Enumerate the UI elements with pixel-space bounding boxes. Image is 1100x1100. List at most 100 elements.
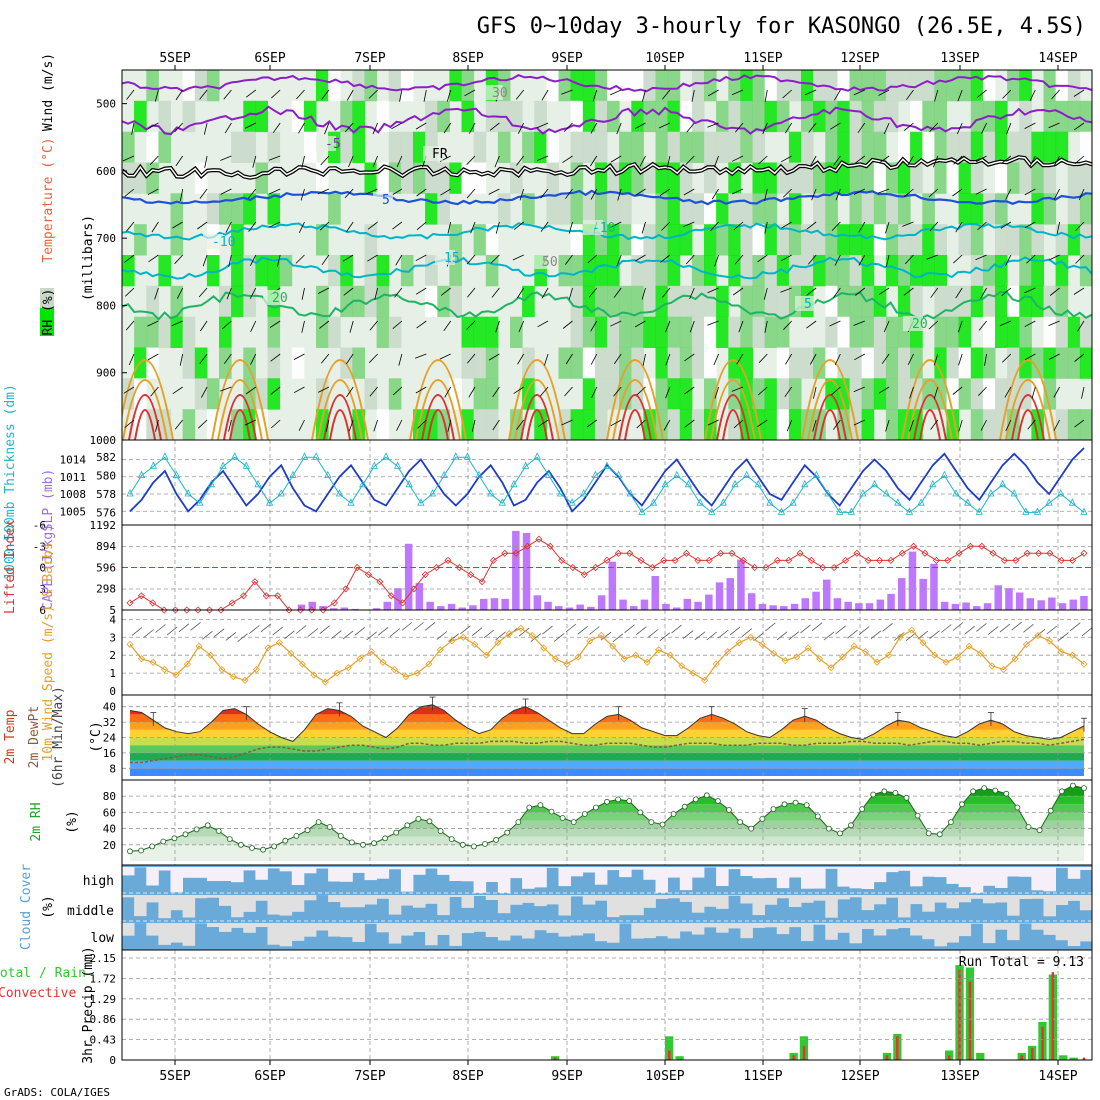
wind-barb bbox=[981, 122, 987, 134]
contour-label-bg bbox=[903, 316, 923, 331]
thickness-point bbox=[1068, 498, 1077, 506]
cloud-cell bbox=[934, 923, 947, 947]
wind-speed-point bbox=[195, 642, 203, 650]
wind-barb bbox=[416, 320, 427, 329]
rh-cell bbox=[740, 193, 753, 225]
cape-bar bbox=[758, 603, 767, 610]
rh-cell bbox=[910, 162, 923, 194]
cloud-cell bbox=[679, 895, 693, 902]
wind-barb bbox=[661, 221, 671, 231]
wind-barb bbox=[1001, 155, 1012, 164]
wind-barb bbox=[563, 122, 573, 132]
wind-barb bbox=[808, 122, 817, 133]
rh-cell bbox=[643, 100, 656, 133]
temp-contour-5 bbox=[122, 189, 1092, 206]
rh-cell bbox=[485, 409, 499, 441]
rh-cell bbox=[643, 316, 656, 348]
lifted-index-point bbox=[285, 606, 293, 614]
rh-cell bbox=[704, 162, 717, 194]
temp-band bbox=[130, 722, 1084, 730]
rh-cell bbox=[825, 224, 838, 256]
cape-tick-label: 298 bbox=[96, 583, 116, 596]
wind-speed-point bbox=[517, 624, 525, 632]
thickness-tick-label: 578 bbox=[96, 488, 116, 501]
wind-barb bbox=[471, 419, 476, 432]
contour-label: -10 bbox=[212, 235, 235, 250]
rh-cell bbox=[158, 131, 171, 163]
wind-speed-point bbox=[482, 651, 490, 659]
surface-wind-barb bbox=[143, 629, 154, 638]
rh-point bbox=[1070, 782, 1076, 789]
wind-barb bbox=[685, 155, 695, 165]
rh-cell bbox=[776, 378, 790, 410]
rh-cell bbox=[691, 70, 705, 102]
lifted-index-point bbox=[433, 563, 441, 572]
rh-cell bbox=[1079, 255, 1092, 287]
rh-point bbox=[703, 792, 710, 799]
lifted-index-point bbox=[1080, 549, 1088, 557]
wind-speed-point bbox=[333, 669, 341, 677]
wind-tick-label: 0 bbox=[109, 685, 116, 698]
rh-cell bbox=[934, 162, 947, 194]
wind-barb bbox=[978, 386, 987, 396]
precip-tick-label: 0.86 bbox=[90, 1013, 117, 1026]
cape-bar bbox=[555, 606, 563, 610]
rh-cell bbox=[667, 347, 681, 379]
rh-point bbox=[1003, 790, 1010, 797]
wind-barb bbox=[1053, 188, 1060, 200]
temperature-label: Temperature (°C) bbox=[41, 137, 56, 262]
wind-barb bbox=[853, 386, 865, 393]
rh-cell bbox=[667, 193, 681, 225]
wind-barb bbox=[488, 188, 500, 195]
rh-cell bbox=[788, 255, 802, 287]
wind-barb bbox=[786, 419, 793, 432]
cloud-cell bbox=[946, 867, 959, 884]
rh-legend-swatch bbox=[40, 288, 54, 308]
wind-barb bbox=[684, 353, 695, 362]
rh-cell bbox=[752, 193, 766, 225]
rh-cell bbox=[255, 162, 268, 194]
rh-cell bbox=[1079, 193, 1092, 225]
temp-band bbox=[130, 737, 1084, 746]
rh-cell bbox=[182, 347, 196, 379]
wind-barb bbox=[907, 353, 914, 365]
date-label-top: 6SEP bbox=[254, 51, 285, 66]
rh-cell bbox=[582, 131, 596, 163]
surface-wind-barb bbox=[729, 626, 741, 636]
wind-barb bbox=[512, 254, 524, 261]
rh-cell bbox=[182, 409, 196, 441]
rh-cell bbox=[376, 255, 390, 287]
rh-cell bbox=[619, 193, 632, 225]
cloud-cell bbox=[861, 923, 875, 929]
wind-barb bbox=[957, 89, 963, 102]
rh-cell bbox=[1067, 100, 1081, 133]
rh-cell bbox=[594, 285, 608, 318]
rh-cell bbox=[1007, 285, 1020, 318]
cloud-cell bbox=[303, 895, 317, 901]
rh-cell bbox=[970, 131, 984, 163]
rh-cell bbox=[667, 316, 681, 348]
cape-bar bbox=[394, 588, 402, 610]
cape-bar bbox=[319, 606, 327, 610]
cloud-cell bbox=[873, 867, 887, 883]
rh-cell bbox=[631, 70, 644, 102]
rh-cell bbox=[1043, 131, 1057, 163]
wind-speed-point bbox=[1011, 655, 1019, 663]
lifted-index-point bbox=[671, 556, 679, 564]
rh-cell bbox=[582, 193, 596, 225]
wind-barb bbox=[780, 287, 792, 293]
cloud-cell bbox=[1067, 923, 1081, 946]
rh-cell bbox=[801, 131, 814, 163]
wind-barb bbox=[855, 287, 866, 296]
cloud-cell bbox=[776, 923, 790, 935]
wind-barb bbox=[590, 122, 598, 134]
warm-contour bbox=[618, 394, 652, 441]
wind-barb bbox=[758, 155, 768, 165]
rh-point bbox=[1014, 804, 1021, 811]
rh-cell bbox=[510, 316, 523, 348]
cloud-cell bbox=[934, 895, 947, 903]
rh-cell bbox=[716, 131, 729, 163]
rh-cell bbox=[158, 100, 171, 133]
cloud-cell bbox=[582, 867, 596, 873]
